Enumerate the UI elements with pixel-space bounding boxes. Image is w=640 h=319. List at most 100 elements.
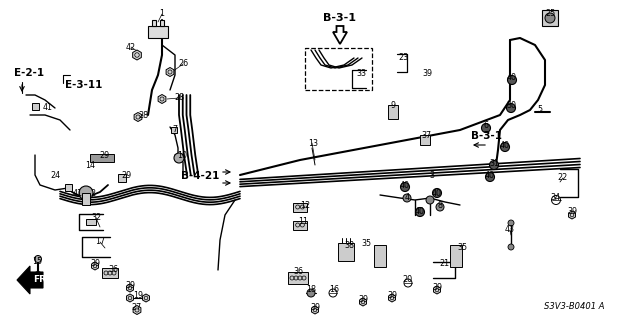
Text: 6: 6 (483, 122, 488, 130)
Polygon shape (143, 294, 150, 302)
Polygon shape (333, 26, 347, 44)
Circle shape (490, 160, 499, 169)
Text: 11: 11 (298, 218, 308, 226)
Bar (338, 243, 354, 261)
Text: 35: 35 (361, 239, 371, 248)
Text: 39: 39 (567, 207, 577, 217)
Bar (388, 105, 398, 119)
Text: 29: 29 (100, 151, 110, 160)
Text: 8: 8 (438, 201, 442, 210)
Circle shape (174, 153, 184, 163)
Text: 35: 35 (457, 243, 467, 253)
Bar (420, 135, 430, 145)
Text: B-3-1: B-3-1 (471, 131, 502, 141)
Bar (305, 48, 372, 90)
Circle shape (481, 123, 490, 132)
Text: 20: 20 (402, 276, 412, 285)
Circle shape (403, 194, 411, 202)
Text: 40: 40 (500, 140, 510, 150)
Text: 33: 33 (356, 70, 366, 78)
Circle shape (508, 76, 516, 85)
Text: 24: 24 (50, 170, 60, 180)
Text: 17: 17 (95, 238, 105, 247)
Circle shape (426, 196, 434, 204)
Circle shape (35, 256, 42, 263)
Text: 30: 30 (506, 101, 516, 110)
Text: 27: 27 (132, 302, 142, 311)
Text: 36: 36 (108, 265, 118, 275)
Text: B-4-21: B-4-21 (181, 171, 220, 181)
Bar (450, 245, 462, 267)
Polygon shape (134, 113, 142, 122)
Polygon shape (92, 262, 99, 270)
Polygon shape (17, 266, 43, 294)
Text: 9: 9 (390, 101, 396, 110)
Polygon shape (166, 68, 174, 77)
Polygon shape (158, 94, 166, 103)
Bar (86, 219, 96, 225)
Text: 13: 13 (308, 138, 318, 147)
Text: B-3-1: B-3-1 (323, 13, 356, 23)
Text: 43: 43 (505, 226, 515, 234)
Text: 37: 37 (421, 131, 431, 140)
Text: 40: 40 (507, 73, 517, 83)
Text: 36: 36 (293, 268, 303, 277)
Polygon shape (133, 306, 141, 315)
Bar (293, 203, 307, 211)
Bar (82, 193, 90, 205)
Bar (118, 174, 126, 182)
Circle shape (401, 182, 410, 191)
Text: 4: 4 (404, 194, 410, 203)
Bar (102, 268, 118, 278)
Text: E-3-11: E-3-11 (65, 80, 102, 90)
Bar (374, 245, 386, 267)
Text: 32: 32 (91, 213, 101, 222)
Text: 40: 40 (432, 189, 442, 197)
Text: 40: 40 (485, 170, 495, 180)
Text: 18: 18 (306, 286, 316, 294)
Text: 12: 12 (300, 202, 310, 211)
Text: 25: 25 (545, 9, 555, 18)
Text: 16: 16 (329, 286, 339, 294)
Text: 26: 26 (178, 60, 188, 69)
Text: 38: 38 (344, 241, 354, 250)
Text: 10: 10 (177, 151, 187, 160)
Circle shape (508, 244, 514, 250)
Bar (288, 272, 308, 284)
Text: 28: 28 (138, 110, 148, 120)
Text: FR.: FR. (33, 276, 49, 285)
Text: 39: 39 (125, 280, 135, 290)
Text: 39: 39 (422, 69, 432, 78)
Text: 22: 22 (558, 174, 568, 182)
Text: 41: 41 (73, 189, 83, 197)
Bar (65, 183, 72, 190)
Text: 39: 39 (310, 303, 320, 313)
Text: 39: 39 (387, 291, 397, 300)
Bar (171, 127, 177, 133)
Polygon shape (127, 294, 134, 302)
Text: 42: 42 (126, 42, 136, 51)
Polygon shape (360, 298, 367, 306)
Text: 21: 21 (439, 258, 449, 268)
Polygon shape (388, 294, 396, 302)
Text: 29: 29 (121, 170, 131, 180)
Circle shape (433, 189, 442, 197)
Text: 5: 5 (538, 106, 543, 115)
Text: 14: 14 (85, 160, 95, 169)
Text: 3: 3 (429, 170, 435, 180)
Text: 19: 19 (133, 291, 143, 300)
Text: S3V3-B0401 A: S3V3-B0401 A (545, 302, 605, 311)
Circle shape (506, 103, 515, 113)
Text: 40: 40 (415, 207, 425, 217)
Bar (293, 220, 307, 229)
Polygon shape (312, 306, 319, 314)
Circle shape (500, 143, 509, 152)
Text: 28: 28 (174, 93, 184, 102)
Bar (152, 20, 156, 26)
Circle shape (35, 271, 42, 278)
Text: 31: 31 (489, 159, 499, 167)
Text: 2: 2 (90, 189, 95, 197)
Text: 1: 1 (159, 10, 164, 19)
Text: 40: 40 (400, 181, 410, 189)
Text: 7: 7 (172, 125, 177, 135)
